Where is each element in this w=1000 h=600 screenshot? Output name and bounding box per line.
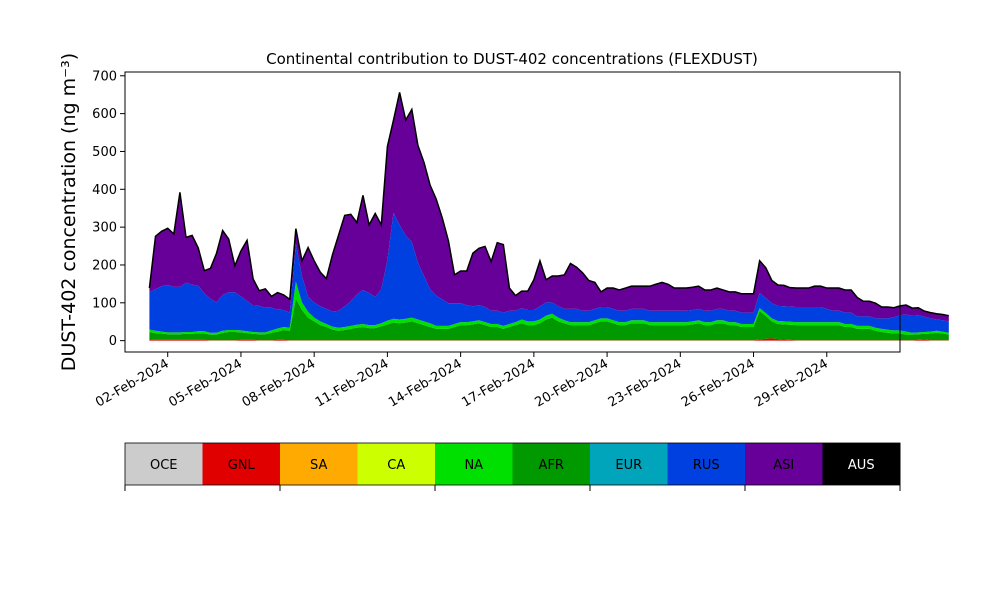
colorbar-swatch-ca: [357, 443, 436, 485]
total-line: [148, 92, 949, 317]
y-tick-label: 0: [109, 334, 117, 349]
colorbar-swatch-afr: [512, 443, 591, 485]
colorbar-swatch-asi: [745, 443, 823, 485]
area-afr: [149, 298, 949, 341]
colorbar-label-rus: RUS: [693, 458, 720, 473]
x-tick-label: 11-Feb-2024: [313, 356, 392, 410]
x-tick-label: 02-Feb-2024: [93, 356, 172, 410]
x-tick-label: 08-Feb-2024: [240, 356, 319, 410]
x-tick-label: 26-Feb-2024: [679, 356, 758, 410]
colorbar: OCE GNL SA CA NA AFR EUR RUS ASI AUS: [124, 442, 901, 491]
colorbar-swatch-gnl: [202, 443, 281, 485]
area-gnl: [149, 338, 949, 341]
colorbar-label-aus: AUS: [848, 458, 875, 473]
colorbar-label-gnl: GNL: [228, 458, 256, 473]
y-tick-label: 500: [92, 145, 117, 160]
colorbar-label-eur: EUR: [615, 458, 642, 473]
colorbar-frame: [124, 442, 901, 486]
colorbar-label-oce: OCE: [150, 458, 178, 473]
axes: 0 100 200 300 400 500 600 700 02-Feb-202405-Feb-…: [92, 69, 901, 410]
plot-frame: [124, 71, 901, 353]
colorbar-label-na: NA: [464, 458, 483, 473]
y-tick-label: 300: [92, 221, 117, 236]
y-tick-label: 700: [92, 69, 117, 84]
area-asi: [149, 92, 949, 322]
y-tick-label: 400: [92, 183, 117, 198]
colorbar-label-asi: ASI: [773, 458, 794, 473]
colorbar-label-ca: CA: [387, 458, 405, 473]
y-tick-label: 100: [92, 296, 117, 311]
x-tick-label: 20-Feb-2024: [533, 356, 612, 410]
y-axis-label: DUST-402 concentration (ng m⁻³): [58, 53, 80, 371]
x-tick-label: 14-Feb-2024: [386, 356, 465, 410]
x-tick-label: 29-Feb-2024: [752, 356, 831, 410]
colorbar-swatch-rus: [667, 443, 746, 485]
y-tick-label: 600: [92, 107, 117, 122]
x-tick-label: 23-Feb-2024: [606, 356, 685, 410]
chart-title: Continental contribution to DUST-402 con…: [266, 50, 758, 68]
colorbar-swatch-sa: [280, 443, 358, 485]
colorbar-swatch-na: [435, 443, 513, 485]
x-tick-label: 17-Feb-2024: [459, 356, 538, 410]
stacked-areas: [148, 92, 949, 341]
colorbar-label-sa: SA: [310, 458, 327, 473]
y-tick-label: 200: [92, 258, 117, 273]
colorbar-swatch-oce: [125, 443, 203, 485]
colorbar-swatch-aus: [822, 443, 901, 485]
x-tick-label: 05-Feb-2024: [166, 356, 245, 410]
area-rus: [149, 212, 949, 333]
colorbar-swatch-eur: [590, 443, 668, 485]
colorbar-label-afr: AFR: [539, 458, 564, 473]
